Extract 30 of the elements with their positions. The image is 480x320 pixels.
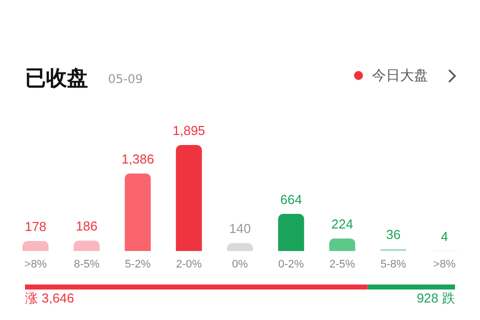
x-tick-label: 5-2%: [124, 258, 151, 270]
x-tick-label: 5-8%: [380, 258, 406, 270]
data-label: 186: [76, 218, 98, 234]
text: 今日大盘: [372, 67, 428, 85]
x-tick-label: 8-5%: [74, 258, 100, 270]
data-label: 178: [24, 219, 46, 234]
chart-subtitle: 05-09: [108, 72, 143, 86]
bar: [74, 240, 100, 251]
data-label: 664: [280, 192, 302, 207]
x-tick-label: 0-2%: [278, 258, 304, 270]
data-label: 1,895: [172, 123, 206, 138]
data-label: 140: [229, 221, 251, 236]
bar: [124, 173, 151, 251]
x-tick-label: >8%: [24, 258, 47, 270]
x-tick-label: 2-0%: [176, 258, 202, 270]
data-label: 224: [331, 216, 354, 232]
data-label: 1,386: [122, 151, 154, 166]
bar: [22, 241, 49, 251]
x-tick-label: >8%: [433, 258, 456, 270]
data-label: 涨 3,646: [25, 290, 74, 306]
bar: [329, 238, 356, 251]
data-label: 928 跌: [416, 290, 455, 306]
bar: [176, 145, 202, 251]
chart-title: 已收盘: [25, 65, 88, 92]
data-label: 36: [386, 226, 401, 242]
bar: [278, 214, 304, 251]
bar: [227, 243, 253, 251]
data-label: 4: [440, 228, 448, 244]
x-tick-label: 0%: [232, 258, 248, 270]
x-tick-label: 2-5%: [329, 258, 356, 270]
